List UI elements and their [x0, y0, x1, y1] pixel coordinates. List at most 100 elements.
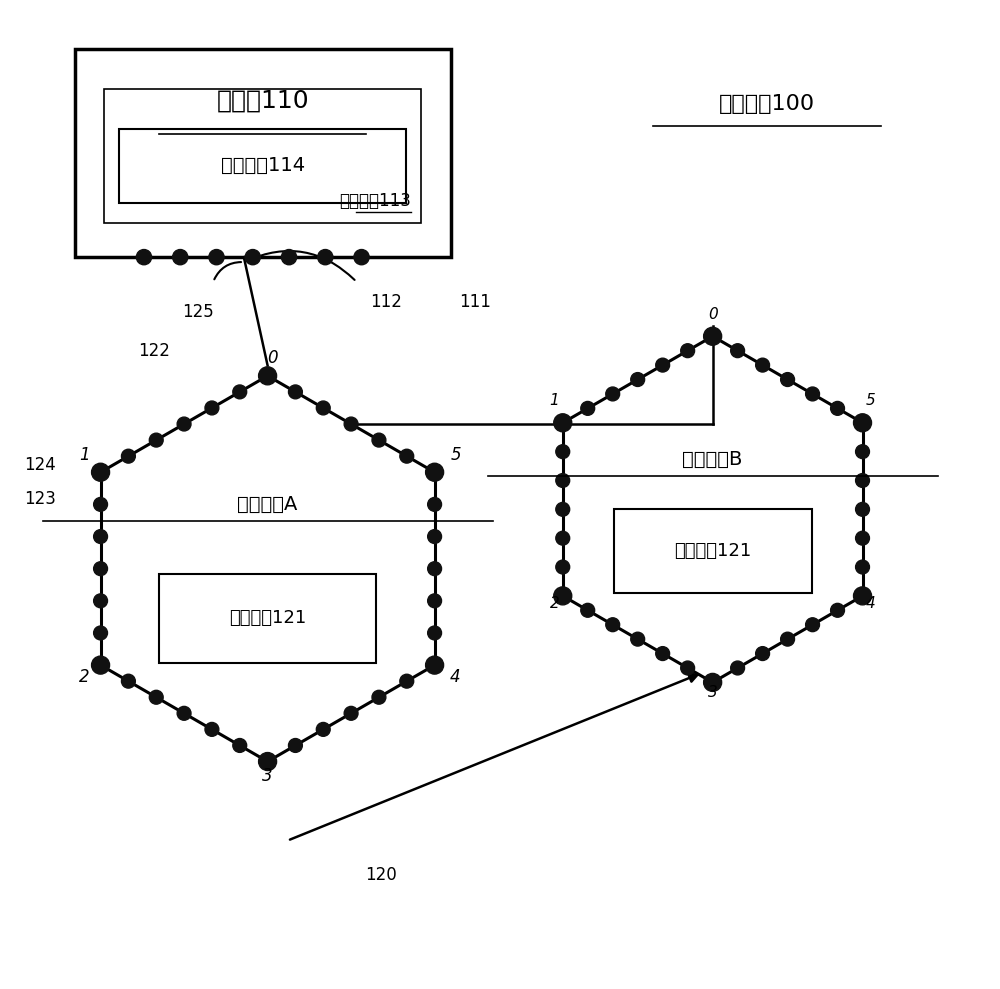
Circle shape — [606, 618, 620, 632]
Text: 第二芯片121: 第二芯片121 — [674, 542, 751, 561]
Circle shape — [372, 690, 386, 704]
Circle shape — [704, 327, 722, 345]
Circle shape — [856, 502, 869, 516]
Circle shape — [245, 249, 260, 265]
Circle shape — [94, 626, 107, 640]
Circle shape — [288, 739, 302, 753]
Circle shape — [149, 690, 163, 704]
Circle shape — [281, 249, 297, 265]
Circle shape — [856, 474, 869, 488]
Circle shape — [428, 562, 442, 576]
Circle shape — [854, 586, 872, 605]
Bar — [75, 49, 451, 257]
Circle shape — [781, 373, 795, 387]
Circle shape — [556, 560, 570, 574]
Circle shape — [831, 603, 844, 617]
Circle shape — [554, 413, 572, 432]
Circle shape — [259, 367, 277, 385]
Circle shape — [205, 722, 219, 736]
Text: 2: 2 — [550, 595, 559, 611]
Text: 111: 111 — [459, 293, 491, 311]
Circle shape — [318, 249, 333, 265]
Circle shape — [854, 413, 872, 432]
Circle shape — [177, 417, 191, 431]
Text: 4: 4 — [866, 595, 876, 611]
Bar — [614, 509, 812, 593]
Circle shape — [856, 445, 869, 459]
Circle shape — [426, 656, 444, 674]
Text: 125: 125 — [182, 303, 214, 320]
Circle shape — [209, 249, 224, 265]
Circle shape — [372, 433, 386, 447]
Bar — [104, 89, 421, 223]
Circle shape — [756, 647, 770, 661]
Circle shape — [94, 562, 107, 576]
Circle shape — [556, 474, 570, 488]
Text: 112: 112 — [370, 293, 402, 311]
Circle shape — [831, 402, 844, 415]
Circle shape — [92, 463, 110, 482]
Circle shape — [428, 593, 442, 607]
Circle shape — [556, 531, 570, 545]
Circle shape — [173, 249, 188, 265]
Circle shape — [233, 385, 247, 399]
Circle shape — [731, 661, 745, 674]
Text: 0: 0 — [708, 307, 718, 322]
Circle shape — [806, 618, 819, 632]
Circle shape — [149, 433, 163, 447]
Text: 122: 122 — [138, 342, 170, 360]
Circle shape — [426, 463, 444, 482]
Text: 通信组件114: 通信组件114 — [221, 156, 305, 175]
Circle shape — [731, 344, 745, 358]
Circle shape — [136, 249, 152, 265]
Circle shape — [581, 603, 595, 617]
Text: 120: 120 — [365, 866, 397, 884]
Text: 第一芯片113: 第一芯片113 — [339, 192, 411, 210]
Circle shape — [756, 358, 770, 372]
Text: 积木系统100: 积木系统100 — [719, 94, 815, 114]
Circle shape — [92, 656, 110, 674]
Text: 0: 0 — [267, 349, 278, 367]
Circle shape — [681, 661, 695, 674]
Circle shape — [400, 674, 414, 688]
Text: 单元积木B: 单元积木B — [682, 450, 743, 470]
Circle shape — [259, 753, 277, 770]
Circle shape — [344, 706, 358, 720]
Circle shape — [428, 530, 442, 544]
Circle shape — [556, 445, 570, 459]
Text: 5: 5 — [450, 446, 461, 464]
Circle shape — [354, 249, 369, 265]
Bar — [159, 574, 376, 663]
Circle shape — [428, 626, 442, 640]
Circle shape — [681, 344, 695, 358]
Circle shape — [94, 593, 107, 607]
Circle shape — [656, 358, 670, 372]
Circle shape — [316, 722, 330, 736]
Bar — [119, 129, 406, 203]
Circle shape — [631, 632, 645, 646]
Circle shape — [556, 502, 570, 516]
Circle shape — [94, 530, 107, 544]
Text: 第二芯片121: 第二芯片121 — [229, 609, 306, 627]
Circle shape — [316, 402, 330, 415]
Text: 4: 4 — [450, 669, 461, 686]
Text: 1: 1 — [79, 446, 90, 464]
Circle shape — [806, 387, 819, 401]
Circle shape — [631, 373, 645, 387]
Circle shape — [121, 449, 135, 463]
Circle shape — [400, 449, 414, 463]
Circle shape — [704, 674, 722, 691]
Circle shape — [781, 632, 795, 646]
Circle shape — [656, 647, 670, 661]
Text: 单元积木A: 单元积木A — [237, 494, 298, 514]
Circle shape — [856, 560, 869, 574]
Circle shape — [856, 531, 869, 545]
Text: 5: 5 — [866, 393, 876, 408]
Text: 1: 1 — [550, 393, 559, 408]
Circle shape — [554, 586, 572, 605]
Circle shape — [606, 387, 620, 401]
Circle shape — [581, 402, 595, 415]
Circle shape — [288, 385, 302, 399]
Text: 123: 123 — [24, 491, 56, 508]
Text: 3: 3 — [708, 684, 718, 700]
